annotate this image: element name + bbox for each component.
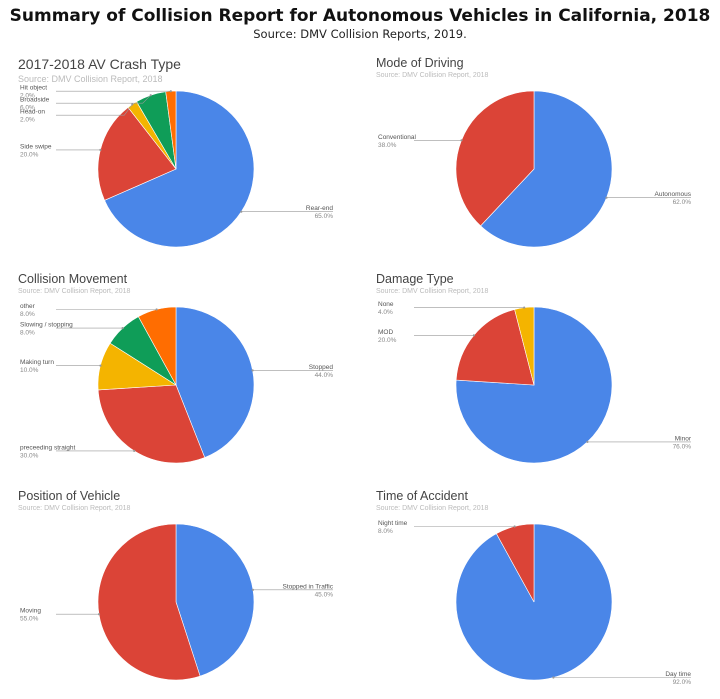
leader-dot <box>552 676 555 679</box>
slice-label: Making turn <box>20 359 54 366</box>
slice-value-label: 65.0% <box>315 213 334 220</box>
slice-value-label: 55.0% <box>20 616 39 623</box>
leader-dot <box>149 94 152 97</box>
slice-label: Conventional <box>378 134 416 141</box>
slice-label: Stopped in Traffic <box>283 583 334 590</box>
slice-value-label: 6.0% <box>20 105 35 112</box>
chart-panel-damage-type: Minor 76.0% MOD 20.0% None 4.0% Damage Type S… <box>376 272 720 482</box>
leader-dot <box>251 588 255 591</box>
slice-label: None <box>378 301 394 308</box>
slice-label: Rear-end <box>306 205 333 212</box>
leader-dot <box>460 139 463 142</box>
chart-source: Source: DMV Collision Report, 2018 <box>18 505 131 512</box>
slice-label: Autonomous <box>655 191 692 198</box>
leader-dot <box>155 308 158 311</box>
slice-value-label: 45.0% <box>315 591 334 598</box>
chart-title: Damage Type <box>376 272 454 286</box>
slice-value-label: 30.0% <box>20 452 39 459</box>
chart-source: Source: DMV Collision Report, 2018 <box>18 288 131 295</box>
slice-label: Slowing / stopping <box>20 322 73 329</box>
leader-line-head-on <box>56 104 133 116</box>
slice-value-label: 4.0% <box>378 309 393 316</box>
slice-label: Night time <box>378 520 408 527</box>
slice-value-label: 20.0% <box>378 337 397 344</box>
chart-panel-crash-type: Rear-end 65.0% Side swipe 20.0% Head-on 2.0% B… <box>18 56 368 266</box>
slice-label: Side swipe <box>20 143 52 150</box>
page-title: Summary of Collision Report for Autonomo… <box>9 6 711 26</box>
slice-value-label: 8.0% <box>378 528 393 535</box>
leader-dot <box>513 525 516 528</box>
slice-label: Hit object <box>20 85 47 92</box>
chart-title: 2017-2018 AV Crash Type <box>18 56 181 72</box>
chart-title: Mode of Driving <box>376 56 464 70</box>
slice-label: MOD <box>378 329 393 336</box>
leader-dot <box>99 148 102 151</box>
slice-label: Head-on <box>20 109 45 116</box>
chart-panel-collision-movement: Stopped 44.0% preceeding straight 30.0% Maki… <box>18 272 368 482</box>
chart-title: Collision Movement <box>18 272 128 286</box>
chart-source: Source: DMV Collision Report, 2018 <box>376 288 489 295</box>
chart-source: Source: DMV Collision Report, 2018 <box>376 505 489 512</box>
slice-value-label: 38.0% <box>378 142 397 149</box>
leader-dot <box>131 103 134 106</box>
slice-value-label: 8.0% <box>20 330 35 337</box>
slice-value-label: 20.0% <box>20 151 39 158</box>
slice-value-label: 8.0% <box>20 311 35 318</box>
slice-label: Minor <box>675 435 692 442</box>
leader-dot <box>169 90 172 93</box>
slice-value-label: 62.0% <box>673 199 692 206</box>
slice-label: Moving <box>20 608 41 615</box>
slice-label: Stopped <box>309 364 334 371</box>
leader-dot <box>97 613 101 616</box>
page-subtitle: Source: DMV Collision Reports, 2019. <box>253 27 467 41</box>
leader-dot <box>605 196 608 199</box>
chart-title: Time of Accident <box>376 489 468 503</box>
slice-label: other <box>20 303 36 310</box>
leader-dot <box>472 334 475 337</box>
slice-value-label: 92.0% <box>673 679 692 686</box>
leader-line-broadside <box>56 94 151 104</box>
leader-dot <box>133 449 136 452</box>
chart-title: Position of Vehicle <box>18 489 121 503</box>
slice-value-label: 76.0% <box>673 443 692 450</box>
slice-label: preceeding straight <box>20 444 75 451</box>
slice-value-label: 10.0% <box>20 367 39 374</box>
slice-value-label: 44.0% <box>315 372 334 379</box>
chart-source: Source: DMV Collision Report, 2018 <box>18 74 163 84</box>
leader-dot <box>121 327 124 330</box>
leader-dot <box>523 306 526 309</box>
slice-value-label: 2.0% <box>20 93 35 100</box>
leader-dot <box>251 369 254 372</box>
leader-dot <box>586 440 589 443</box>
chart-panel-mode-of-driving: Autonomous 62.0% Conventional 38.0% Mode of… <box>376 56 720 266</box>
leader-dot <box>240 210 243 213</box>
slice-value-label: 2.0% <box>20 117 35 124</box>
chart-panel-position-of-vehicle: Stopped in Traffic 45.0% Moving 55.0% Posit… <box>18 489 368 699</box>
slice-label: Day time <box>665 671 691 678</box>
chart-source: Source: DMV Collision Report, 2018 <box>376 72 489 79</box>
leader-dot <box>99 364 102 367</box>
chart-panel-time-of-accident: Day time 92.0% Night time 8.0% Time of Acci… <box>376 489 720 699</box>
slice-label: Broadside <box>20 97 50 104</box>
